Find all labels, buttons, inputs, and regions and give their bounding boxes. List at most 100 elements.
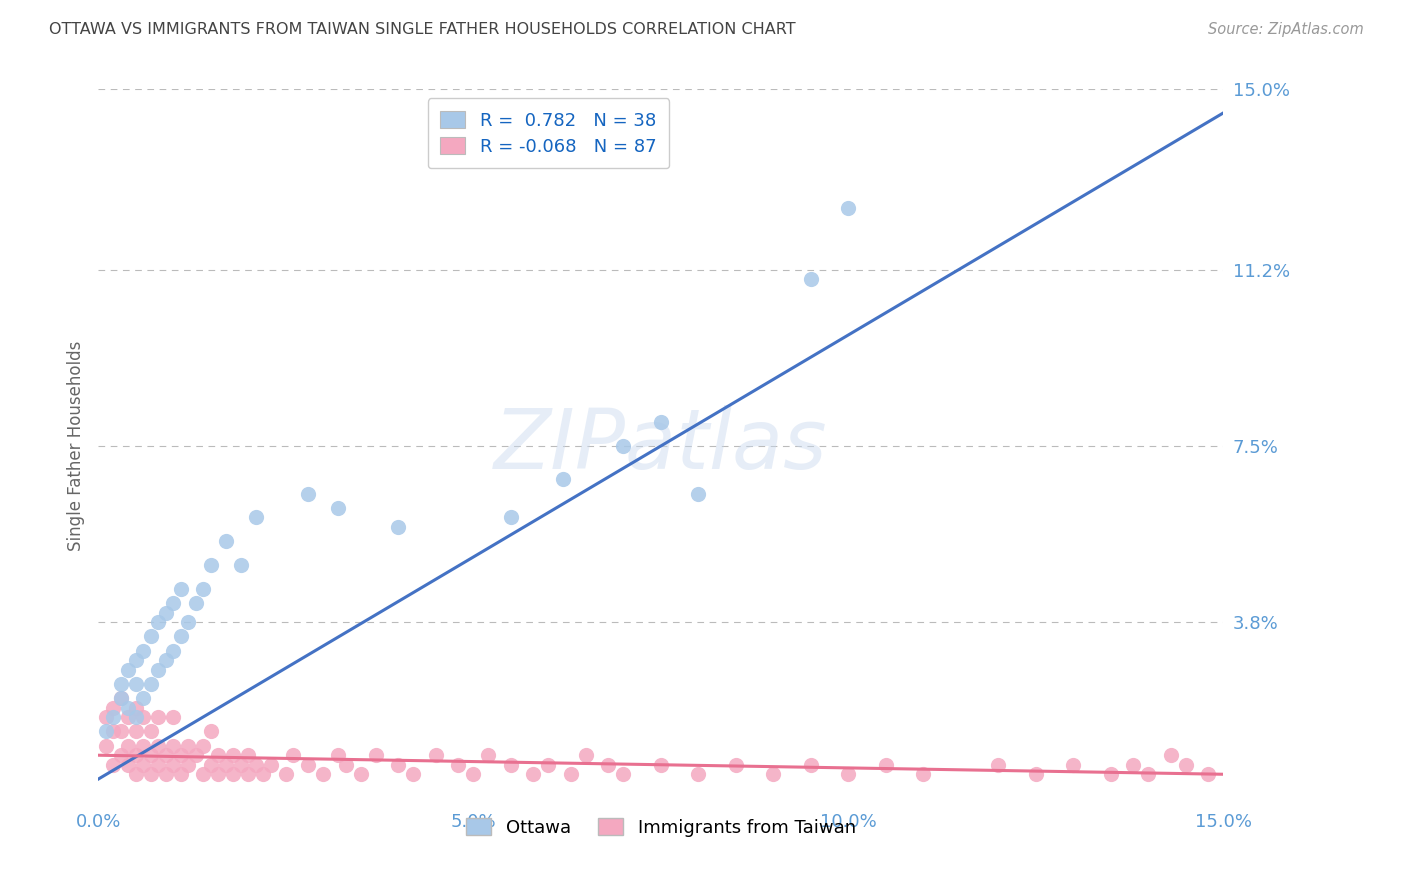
Point bbox=[402, 767, 425, 781]
Point bbox=[148, 757, 170, 772]
Point bbox=[125, 710, 148, 724]
Point bbox=[110, 691, 132, 706]
Point bbox=[575, 748, 598, 763]
Point bbox=[148, 710, 170, 724]
Point bbox=[762, 767, 785, 781]
Point bbox=[350, 767, 373, 781]
Point bbox=[837, 201, 859, 215]
Point bbox=[245, 757, 267, 772]
Point bbox=[560, 767, 582, 781]
Point bbox=[117, 757, 139, 772]
Point bbox=[200, 558, 222, 572]
Point bbox=[1025, 767, 1047, 781]
Point bbox=[125, 677, 148, 691]
Point bbox=[912, 767, 935, 781]
Point bbox=[110, 748, 132, 763]
Point bbox=[117, 663, 139, 677]
Point bbox=[387, 520, 409, 534]
Point bbox=[132, 757, 155, 772]
Point bbox=[1160, 748, 1182, 763]
Point bbox=[184, 596, 207, 610]
Point bbox=[125, 724, 148, 739]
Point bbox=[132, 739, 155, 753]
Point bbox=[148, 615, 170, 629]
Point bbox=[148, 739, 170, 753]
Point bbox=[170, 629, 193, 643]
Point bbox=[110, 724, 132, 739]
Point bbox=[117, 700, 139, 714]
Point bbox=[245, 510, 267, 524]
Point bbox=[94, 739, 117, 753]
Point bbox=[155, 606, 177, 620]
Point bbox=[987, 757, 1010, 772]
Point bbox=[162, 596, 184, 610]
Point bbox=[193, 739, 215, 753]
Point bbox=[125, 748, 148, 763]
Text: Source: ZipAtlas.com: Source: ZipAtlas.com bbox=[1208, 22, 1364, 37]
Point bbox=[103, 710, 125, 724]
Point bbox=[335, 757, 357, 772]
Point bbox=[1062, 757, 1084, 772]
Point bbox=[200, 724, 222, 739]
Point bbox=[94, 710, 117, 724]
Point bbox=[155, 748, 177, 763]
Point bbox=[1137, 767, 1160, 781]
Point bbox=[364, 748, 387, 763]
Point bbox=[162, 739, 184, 753]
Point bbox=[328, 748, 350, 763]
Point bbox=[1174, 757, 1197, 772]
Point bbox=[139, 724, 162, 739]
Text: OTTAWA VS IMMIGRANTS FROM TAIWAN SINGLE FATHER HOUSEHOLDS CORRELATION CHART: OTTAWA VS IMMIGRANTS FROM TAIWAN SINGLE … bbox=[49, 22, 796, 37]
Point bbox=[800, 757, 823, 772]
Point bbox=[103, 700, 125, 714]
Y-axis label: Single Father Households: Single Father Households bbox=[66, 341, 84, 551]
Point bbox=[252, 767, 274, 781]
Legend: Ottawa, Immigrants from Taiwan: Ottawa, Immigrants from Taiwan bbox=[458, 811, 863, 844]
Point bbox=[447, 757, 470, 772]
Point bbox=[184, 748, 207, 763]
Point bbox=[170, 767, 193, 781]
Point bbox=[132, 643, 155, 657]
Point bbox=[110, 677, 132, 691]
Point bbox=[537, 757, 560, 772]
Point bbox=[200, 757, 222, 772]
Point bbox=[612, 439, 634, 453]
Point bbox=[162, 757, 184, 772]
Point bbox=[283, 748, 305, 763]
Point bbox=[387, 757, 409, 772]
Point bbox=[139, 677, 162, 691]
Point bbox=[297, 757, 319, 772]
Point bbox=[688, 767, 710, 781]
Point bbox=[148, 663, 170, 677]
Point bbox=[155, 767, 177, 781]
Point bbox=[110, 691, 132, 706]
Point bbox=[132, 710, 155, 724]
Point bbox=[612, 767, 634, 781]
Point bbox=[125, 653, 148, 667]
Point bbox=[297, 486, 319, 500]
Point bbox=[238, 767, 260, 781]
Point bbox=[215, 757, 238, 772]
Point bbox=[103, 757, 125, 772]
Point bbox=[1197, 767, 1219, 781]
Point bbox=[94, 724, 117, 739]
Point bbox=[312, 767, 335, 781]
Point bbox=[155, 653, 177, 667]
Point bbox=[215, 534, 238, 549]
Point bbox=[222, 748, 245, 763]
Point bbox=[170, 582, 193, 596]
Point bbox=[425, 748, 447, 763]
Point bbox=[177, 615, 200, 629]
Point bbox=[522, 767, 544, 781]
Point bbox=[463, 767, 485, 781]
Point bbox=[103, 724, 125, 739]
Point bbox=[1099, 767, 1122, 781]
Point bbox=[260, 757, 283, 772]
Point bbox=[139, 767, 162, 781]
Point bbox=[132, 691, 155, 706]
Point bbox=[553, 472, 575, 486]
Point bbox=[207, 748, 229, 763]
Point bbox=[875, 757, 897, 772]
Point bbox=[193, 767, 215, 781]
Point bbox=[837, 767, 859, 781]
